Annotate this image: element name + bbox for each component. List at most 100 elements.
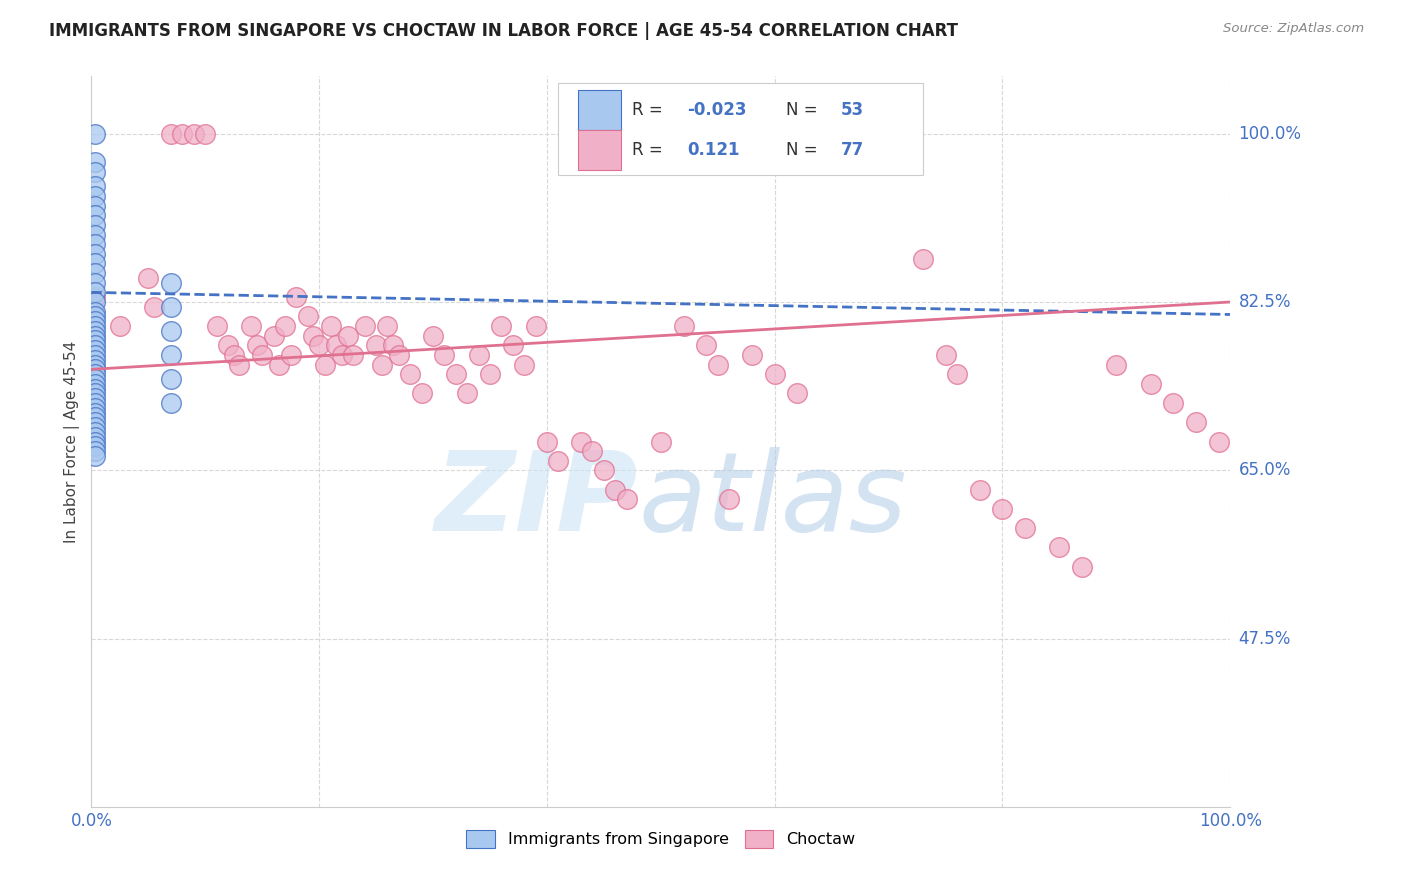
Point xyxy=(1185,415,1208,429)
Point xyxy=(342,348,364,362)
Point xyxy=(581,444,603,458)
Point xyxy=(83,179,105,194)
Point xyxy=(83,372,105,386)
Point xyxy=(513,358,536,372)
Point xyxy=(83,266,105,280)
Point xyxy=(108,319,131,334)
Point xyxy=(222,348,245,362)
Point xyxy=(741,348,763,362)
Point xyxy=(336,328,359,343)
Point xyxy=(83,386,105,401)
Point xyxy=(569,434,592,449)
Point xyxy=(353,319,375,334)
Point xyxy=(228,358,250,372)
Point xyxy=(1139,376,1161,391)
Text: 0.121: 0.121 xyxy=(688,141,740,159)
Point xyxy=(160,372,183,386)
Text: 47.5%: 47.5% xyxy=(1239,630,1291,648)
Point xyxy=(83,334,105,348)
Point xyxy=(388,348,411,362)
Point xyxy=(83,237,105,252)
Point xyxy=(83,290,105,304)
Point xyxy=(763,367,786,381)
Point xyxy=(83,348,105,362)
Point xyxy=(83,276,105,290)
Point xyxy=(280,348,302,362)
Point xyxy=(83,430,105,444)
Point xyxy=(250,348,273,362)
Text: IMMIGRANTS FROM SINGAPORE VS CHOCTAW IN LABOR FORCE | AGE 45-54 CORRELATION CHAR: IMMIGRANTS FROM SINGAPORE VS CHOCTAW IN … xyxy=(49,22,959,40)
Point xyxy=(456,386,478,401)
Point xyxy=(718,492,741,507)
Point xyxy=(83,208,105,222)
Bar xyxy=(578,129,621,170)
Point xyxy=(83,391,105,405)
Point xyxy=(1047,541,1071,555)
Point xyxy=(83,328,105,343)
Point xyxy=(83,343,105,357)
Point xyxy=(593,463,616,477)
Point xyxy=(194,127,217,141)
Point xyxy=(83,396,105,410)
Point xyxy=(83,401,105,415)
Text: 77: 77 xyxy=(841,141,865,159)
Text: R =: R = xyxy=(633,141,664,159)
Point xyxy=(1208,434,1230,449)
Point xyxy=(83,420,105,434)
Point xyxy=(160,300,183,314)
Point xyxy=(1105,358,1128,372)
Point xyxy=(205,319,228,334)
Text: R =: R = xyxy=(633,101,664,119)
Point xyxy=(786,386,808,401)
Point xyxy=(524,319,547,334)
Point xyxy=(605,483,627,497)
Point xyxy=(160,348,183,362)
Point xyxy=(377,319,399,334)
Text: 53: 53 xyxy=(841,101,863,119)
Point xyxy=(411,386,433,401)
Point xyxy=(83,425,105,439)
Point xyxy=(502,338,524,352)
Point xyxy=(83,304,105,318)
Point xyxy=(325,338,347,352)
Point xyxy=(672,319,695,334)
Point xyxy=(969,483,991,497)
Point xyxy=(172,127,194,141)
Point xyxy=(433,348,456,362)
Point xyxy=(83,165,105,179)
Text: 100.0%: 100.0% xyxy=(1239,125,1302,143)
Text: N =: N = xyxy=(786,101,818,119)
Point xyxy=(83,310,105,324)
Point xyxy=(399,367,422,381)
Point xyxy=(160,127,183,141)
Text: Source: ZipAtlas.com: Source: ZipAtlas.com xyxy=(1223,22,1364,36)
Point xyxy=(83,199,105,213)
Point xyxy=(478,367,501,381)
Point xyxy=(302,328,325,343)
Text: atlas: atlas xyxy=(638,447,907,554)
Point xyxy=(83,362,105,376)
Point xyxy=(239,319,262,334)
Point xyxy=(83,324,105,338)
Point xyxy=(422,328,444,343)
Point xyxy=(245,338,267,352)
Point xyxy=(314,358,336,372)
Point xyxy=(364,338,387,352)
Point xyxy=(707,358,730,372)
Point xyxy=(83,155,105,169)
Point xyxy=(83,247,105,261)
Point xyxy=(1014,521,1036,535)
Point xyxy=(83,285,105,300)
Point xyxy=(547,454,569,468)
Point xyxy=(83,439,105,453)
Point xyxy=(83,415,105,429)
Point xyxy=(330,348,353,362)
Point xyxy=(83,338,105,352)
Point xyxy=(1161,396,1184,410)
Point xyxy=(83,367,105,381)
Point xyxy=(83,410,105,425)
Point xyxy=(285,290,308,304)
Point xyxy=(160,396,183,410)
Point xyxy=(491,319,513,334)
Legend: Immigrants from Singapore, Choctaw: Immigrants from Singapore, Choctaw xyxy=(460,824,862,855)
